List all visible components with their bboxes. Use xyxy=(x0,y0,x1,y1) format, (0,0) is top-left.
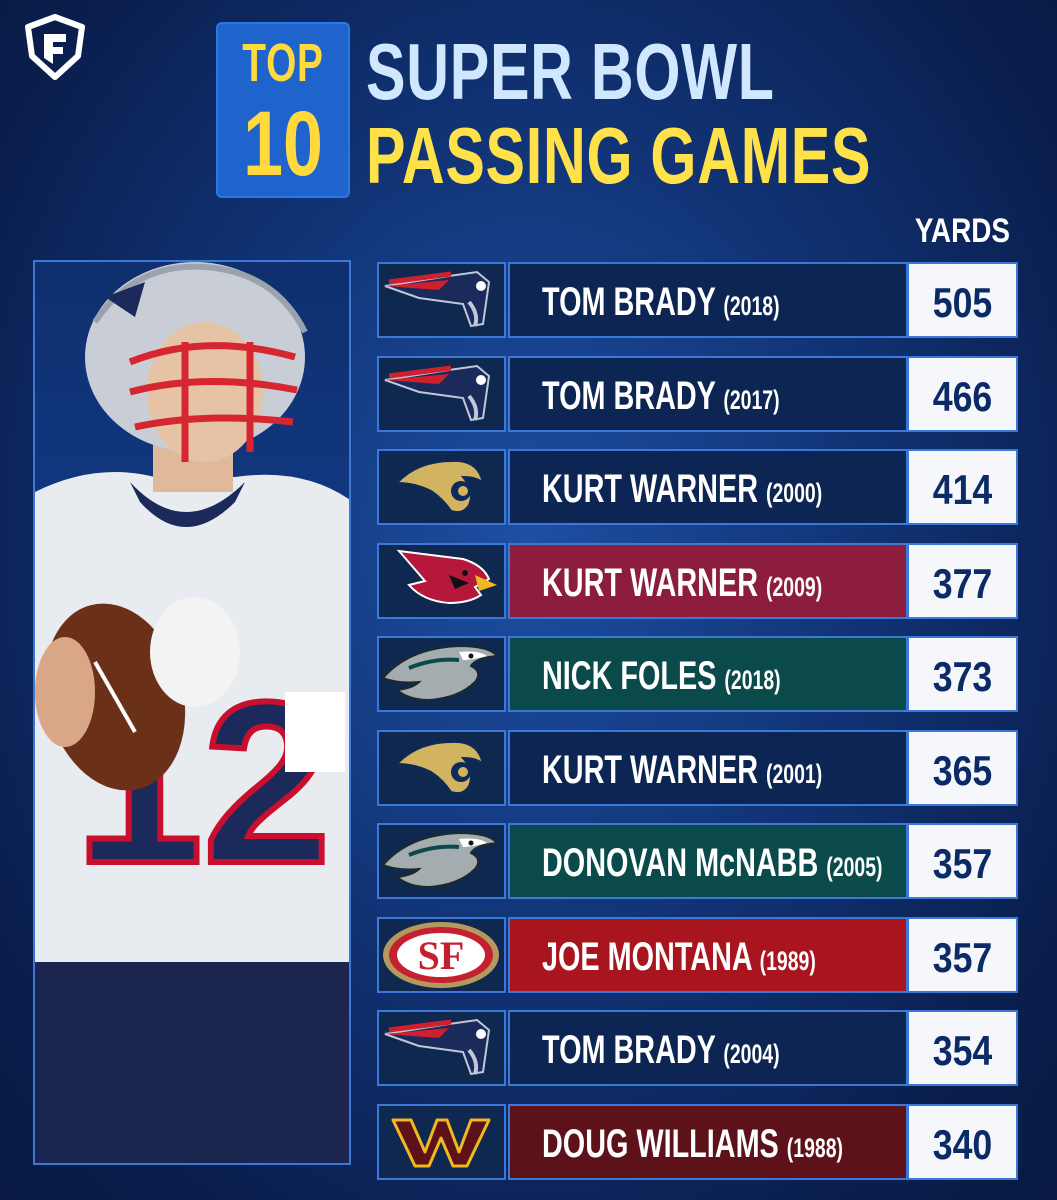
rams-logo-icon xyxy=(377,729,506,806)
ten-label: 10 xyxy=(243,93,323,195)
season-year: (1988) xyxy=(786,1132,843,1163)
player-name-cell: KURT WARNER (2001) xyxy=(508,729,908,806)
yards-cell: 377 xyxy=(907,542,1018,619)
season-year: (2000) xyxy=(765,478,823,508)
eagles-logo-icon xyxy=(377,823,506,899)
yards-cell: 354 xyxy=(907,1010,1018,1086)
player-name: NICK FOLES xyxy=(542,654,717,698)
player-name: KURT WARNER xyxy=(542,560,758,605)
season-year: (1989) xyxy=(759,945,816,976)
yards-cell: 357 xyxy=(907,823,1018,899)
player-name-cell: NICK FOLES (2018) xyxy=(508,636,908,712)
title-line-1: SUPER BOWL xyxy=(366,27,775,116)
ranking-row: KURT WARNER (2000) 414 xyxy=(377,449,1018,525)
yards-value: 357 xyxy=(932,840,993,887)
yards-cell: 373 xyxy=(907,636,1018,712)
ranking-row: NICK FOLES (2018) 373 xyxy=(377,636,1018,712)
player-name: JOE MONTANA xyxy=(542,934,752,979)
yards-value: 466 xyxy=(932,372,993,420)
yards-cell: 466 xyxy=(907,355,1018,432)
yards-cell: 414 xyxy=(907,449,1018,525)
yards-value: 373 xyxy=(932,653,993,700)
ranking-row: TOM BRADY (2018) 505 xyxy=(377,262,1018,338)
ranking-row: KURT WARNER (2001) 365 xyxy=(377,729,1018,806)
title-line-2: PASSING GAMES xyxy=(366,111,872,200)
season-year: (2018) xyxy=(724,665,781,695)
ranking-row: KURT WARNER (2009) 377 xyxy=(377,542,1018,619)
player-name-cell: TOM BRADY (2018) xyxy=(508,262,908,338)
yards-value: 377 xyxy=(932,559,993,607)
player-name: DONOVAN McNABB xyxy=(542,841,819,885)
player-name: TOM BRADY xyxy=(542,280,716,324)
season-year: (2005) xyxy=(826,852,883,882)
yards-value: 340 xyxy=(932,1120,993,1168)
ranking-row: DOUG WILLIAMS (1988) 340 xyxy=(377,1103,1018,1180)
player-name-cell: TOM BRADY (2017) xyxy=(508,355,908,432)
player-name: KURT WARNER xyxy=(542,747,758,792)
season-year: (2004) xyxy=(723,1039,780,1069)
ranking-row: TOM BRADY (2004) 354 xyxy=(377,1010,1018,1086)
top-label: TOP xyxy=(242,33,324,93)
season-year: (2017) xyxy=(723,384,780,415)
rams-logo-icon xyxy=(377,449,506,525)
eagles-logo-icon xyxy=(377,636,506,712)
yards-value: 357 xyxy=(932,933,993,981)
player-name-cell: TOM BRADY (2004) xyxy=(508,1010,908,1086)
player-name-cell: KURT WARNER (2009) xyxy=(508,542,908,619)
yards-cell: 340 xyxy=(907,1103,1018,1180)
player-name: KURT WARNER xyxy=(542,467,758,511)
yards-column-header: YARDS xyxy=(914,212,1010,250)
season-year: (2018) xyxy=(723,291,780,321)
49ers-logo-icon: SF xyxy=(377,916,506,993)
player-name-cell: JOE MONTANA (1989) xyxy=(508,916,908,993)
ranking-row: SF JOE MONTANA (1989) 357 xyxy=(377,916,1018,993)
yards-cell: 365 xyxy=(907,729,1018,806)
player-name: DOUG WILLIAMS xyxy=(542,1121,779,1166)
commanders-logo-icon xyxy=(377,1103,506,1180)
player-name-cell: DONOVAN McNABB (2005) xyxy=(508,823,908,899)
cardinals-logo-icon xyxy=(377,542,506,619)
ranking-row: TOM BRADY (2017) 466 xyxy=(377,355,1018,432)
season-year: (2009) xyxy=(765,571,823,602)
season-year: (2001) xyxy=(765,758,823,789)
patriots-logo-icon xyxy=(377,1010,506,1086)
ranking-row: DONOVAN McNABB (2005) 357 xyxy=(377,823,1018,899)
fanduel-logo-icon xyxy=(22,14,88,80)
player-name-cell: KURT WARNER (2000) xyxy=(508,449,908,525)
yards-value: 414 xyxy=(932,466,993,513)
player-name-cell: DOUG WILLIAMS (1988) xyxy=(508,1103,908,1180)
yards-value: 354 xyxy=(932,1027,993,1074)
svg-text:SF: SF xyxy=(418,933,465,978)
yards-cell: 505 xyxy=(907,262,1018,338)
yards-value: 505 xyxy=(932,279,993,326)
player-name: TOM BRADY xyxy=(542,1028,716,1072)
player-name: TOM BRADY xyxy=(542,373,716,418)
top-10-badge: TOP 10 xyxy=(216,22,350,198)
patriots-logo-icon xyxy=(377,262,506,338)
patriots-logo-icon xyxy=(377,355,506,432)
yards-value: 365 xyxy=(932,746,993,794)
yards-cell: 357 xyxy=(907,916,1018,993)
player-photo: 12 xyxy=(33,260,351,1165)
